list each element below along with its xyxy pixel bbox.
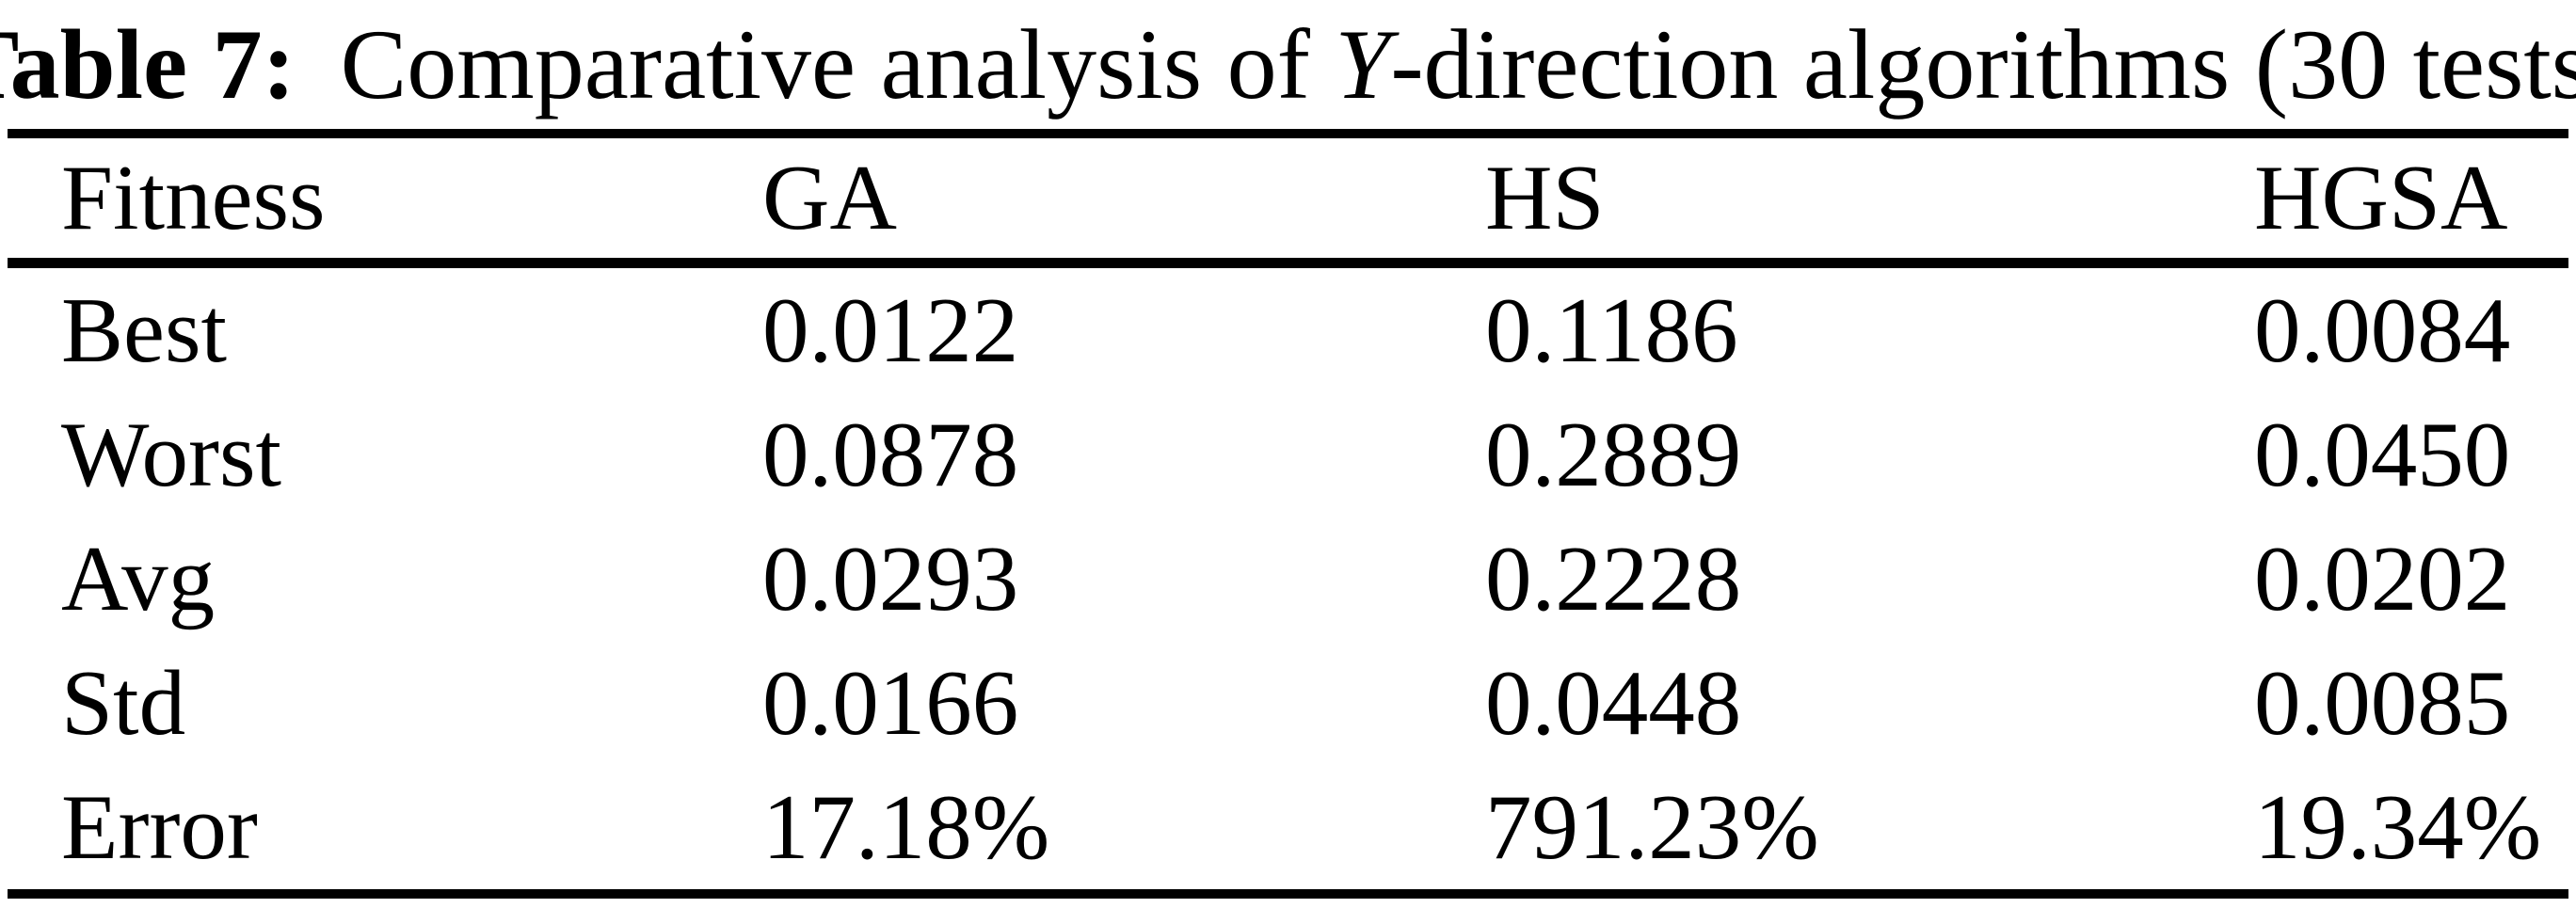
cell-ga: 0.0878	[762, 403, 1019, 506]
cell-hs: 0.2228	[1485, 527, 1742, 630]
cell-ga: 17.18%	[762, 775, 1050, 879]
row-label: Error	[61, 775, 258, 879]
cell-ga: 0.0122	[762, 279, 1019, 382]
cell-hgsa: 19.34%	[2254, 775, 2542, 879]
table-row-best: Best 0.0122 0.1186 0.0084	[8, 263, 2568, 393]
row-label: Avg	[61, 527, 216, 630]
cell-hgsa: 0.0084	[2254, 279, 2511, 382]
caption-italic-y: Y	[1335, 8, 1391, 119]
cell-hgsa: 0.0085	[2254, 651, 2511, 755]
caption-text-before: Comparative analysis of	[340, 8, 1310, 119]
header-row: Fitness GA HS HGSA	[8, 134, 2568, 268]
cell-hgsa: 0.0450	[2254, 403, 2511, 506]
column-header-hs: HS	[1485, 134, 2254, 268]
table-row-worst: Worst 0.0878 0.2889 0.0450	[8, 392, 2568, 517]
row-label: Best	[61, 279, 228, 382]
table-row-error: Error 17.18% 791.23% 19.34%	[8, 765, 2568, 894]
cell-hs: 0.0448	[1485, 651, 1742, 755]
caption-label: Table 7:	[0, 8, 296, 119]
results-table: Fitness GA HS HGSA Best 0.0122 0.1186 0.…	[8, 129, 2568, 899]
row-label: Std	[61, 651, 186, 755]
table-caption: Table 7: Comparative analysis ofY-directi…	[0, 0, 2576, 129]
column-header-hgsa: HGSA	[2254, 134, 2568, 268]
cell-hs: 0.2889	[1485, 403, 1742, 506]
table-row-avg: Avg 0.0293 0.2228 0.0202	[8, 517, 2568, 641]
column-header-ga: GA	[762, 134, 1485, 268]
cell-hs: 791.23%	[1485, 775, 1819, 879]
cell-ga: 0.0293	[762, 527, 1019, 630]
column-header-fitness: Fitness	[8, 134, 762, 268]
caption-text-after: -direction algorithms (30 tests)	[1390, 8, 2576, 119]
cell-hs: 0.1186	[1485, 279, 1738, 382]
row-label: Worst	[61, 403, 282, 506]
cell-ga: 0.0166	[762, 651, 1019, 755]
cell-hgsa: 0.0202	[2254, 527, 2511, 630]
table-row-std: Std 0.0166 0.0448 0.0085	[8, 641, 2568, 765]
